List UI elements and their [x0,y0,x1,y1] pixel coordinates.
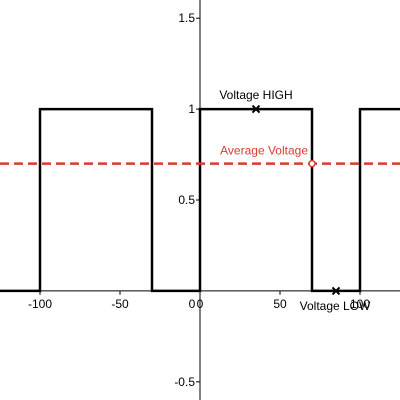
x-tick-label: 50 [273,297,287,311]
y-ticks: -0.5 0.5 1 1.5 [174,11,200,389]
x-tick-label: -50 [111,297,129,311]
origin-label: 0 [189,297,196,311]
x-ticks: -100 -50 0 50 100 [28,290,370,311]
x-tick-label: 100 [350,297,370,311]
annotations: Voltage HIGH Voltage LOW Average Voltage [219,88,371,313]
y-tick-label: -0.5 [174,375,195,389]
annotation-marker [331,286,341,296]
series-layer [0,107,400,293]
x-tick-label: -100 [28,297,52,311]
square-wave [0,107,400,293]
annotation-label: Average Voltage [220,144,308,158]
y-tick-label: 1 [188,102,195,116]
annotation-marker [308,159,316,168]
annotation-label: Voltage HIGH [219,88,292,102]
annotation-label: Voltage LOW [300,299,371,313]
annotation-marker [251,104,261,114]
x-tick-label: 0 [197,297,204,311]
y-tick-label: 0.5 [178,193,195,207]
y-tick-label: 1.5 [178,11,195,25]
